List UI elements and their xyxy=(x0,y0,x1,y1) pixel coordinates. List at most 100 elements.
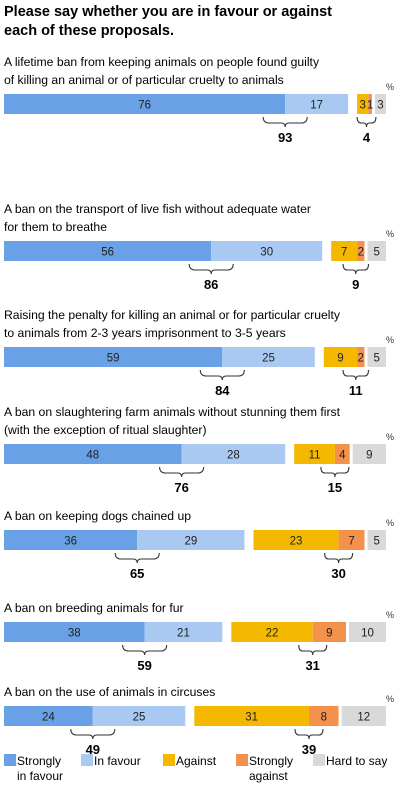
favour-total-label: 93 xyxy=(278,130,292,145)
bar-segment-0 xyxy=(4,241,212,261)
segment-value-label: 28 xyxy=(227,450,240,462)
segment-value-label: 17 xyxy=(310,100,323,112)
question-label: A ban on the use of animals in circuses xyxy=(4,685,215,699)
percent-unit-label: % xyxy=(386,518,394,528)
favour-brace xyxy=(70,728,116,740)
bar-segment-3 xyxy=(309,706,339,726)
question-label: to animals from 2-3 years imprisonment t… xyxy=(4,326,286,340)
question-label: Raising the penalty for killing an anima… xyxy=(4,308,341,322)
bar-segment-4 xyxy=(367,530,386,550)
bar-segment-4 xyxy=(341,706,386,726)
segment-value-label: 4 xyxy=(339,450,346,462)
against-brace xyxy=(324,552,354,564)
favour-total-label: 59 xyxy=(137,658,151,673)
percent-unit-label: % xyxy=(386,694,394,704)
against-total-label: 9 xyxy=(352,277,359,292)
favour-brace xyxy=(159,466,205,478)
bar-segment-1 xyxy=(137,530,245,550)
bar-segment-2 xyxy=(194,706,309,726)
bar-segment-2 xyxy=(231,622,313,642)
bar-segment-4 xyxy=(349,622,386,642)
legend-swatch-4 xyxy=(313,754,325,766)
bar-segment-4 xyxy=(374,94,386,114)
favour-brace xyxy=(114,552,160,564)
against-total-label: 15 xyxy=(328,480,342,495)
favour-total-label: 86 xyxy=(204,277,218,292)
against-brace xyxy=(320,466,350,478)
segment-value-label: 22 xyxy=(266,628,279,640)
segment-value-label: 38 xyxy=(68,628,81,640)
legend-label: Hard to say xyxy=(326,754,387,768)
bar-segment-0 xyxy=(4,706,93,726)
bar-segment-0 xyxy=(4,94,286,114)
segment-value-label: 1 xyxy=(367,100,373,112)
bar-segment-4 xyxy=(352,444,386,464)
legend-swatch-0 xyxy=(4,754,16,766)
against-brace xyxy=(356,116,377,128)
segment-value-label: 59 xyxy=(107,353,120,365)
against-total-label: 4 xyxy=(363,130,371,145)
bar-segment-2 xyxy=(357,94,369,114)
favour-total-label: 49 xyxy=(86,742,100,757)
segment-value-label: 56 xyxy=(101,247,114,259)
against-total-label: 11 xyxy=(349,383,363,398)
segment-value-label: 10 xyxy=(361,628,374,640)
segment-value-label: 36 xyxy=(64,536,77,548)
segment-value-label: 8 xyxy=(321,712,327,724)
bar-segment-2 xyxy=(323,347,358,367)
bar-segment-3 xyxy=(368,94,372,114)
question-label: of killing an animal or of particular cr… xyxy=(4,73,284,87)
percent-unit-label: % xyxy=(386,82,394,92)
question-label: (with the exception of ritual slaughter) xyxy=(4,423,207,437)
bar-segment-2 xyxy=(331,241,358,261)
segment-value-label: 11 xyxy=(309,450,321,462)
legend-swatch-2 xyxy=(163,754,175,766)
segment-value-label: 30 xyxy=(260,247,273,259)
favour-total-label: 76 xyxy=(174,480,188,495)
favour-total-label: 65 xyxy=(130,566,144,581)
legend-label: In favour xyxy=(94,754,141,768)
segment-value-label: 2 xyxy=(358,247,364,259)
segment-value-label: 25 xyxy=(262,353,275,365)
question-label: for them to breathe xyxy=(4,220,107,234)
bar-segment-1 xyxy=(92,706,186,726)
legend-label: Strongly xyxy=(17,754,61,768)
percent-unit-label: % xyxy=(386,229,394,239)
segment-value-label: 76 xyxy=(138,100,151,112)
bar-segment-3 xyxy=(357,347,365,367)
segment-value-label: 5 xyxy=(374,247,380,259)
segment-value-label: 3 xyxy=(359,100,365,112)
segment-value-label: 31 xyxy=(245,712,258,724)
legend-label: Strongly xyxy=(249,754,293,768)
bar-segment-3 xyxy=(357,241,365,261)
bar-segment-4 xyxy=(367,241,386,261)
percent-unit-label: % xyxy=(386,335,394,345)
segment-value-label: 9 xyxy=(366,450,372,462)
percent-unit-label: % xyxy=(386,610,394,620)
bar-segment-3 xyxy=(334,444,350,464)
bar-segment-4 xyxy=(367,347,386,367)
bar-segment-1 xyxy=(144,622,223,642)
segment-value-label: 29 xyxy=(184,536,197,548)
favour-brace xyxy=(262,116,308,128)
segment-value-label: 2 xyxy=(358,353,364,365)
favour-brace xyxy=(122,644,168,656)
bar-segment-2 xyxy=(294,444,335,464)
question-label: A ban on breeding animals for fur xyxy=(4,601,184,615)
legend-swatch-3 xyxy=(236,754,248,766)
bar-segment-3 xyxy=(338,530,365,550)
against-total-label: 31 xyxy=(305,658,319,673)
favour-brace xyxy=(188,263,234,275)
chart-title-line: Please say whether you are in favour or … xyxy=(4,4,332,20)
segment-value-label: 9 xyxy=(326,628,332,640)
bar-segment-0 xyxy=(4,622,145,642)
legend-label: against xyxy=(249,769,288,783)
segment-value-label: 48 xyxy=(86,450,99,462)
segment-value-label: 7 xyxy=(341,247,347,259)
question-label: A ban on the transport of live fish with… xyxy=(4,202,311,216)
bar-segment-1 xyxy=(222,347,315,367)
question-label: A ban on keeping dogs chained up xyxy=(4,509,191,523)
favour-total-label: 84 xyxy=(215,383,230,398)
against-brace xyxy=(298,644,328,656)
bar-segment-0 xyxy=(4,444,182,464)
